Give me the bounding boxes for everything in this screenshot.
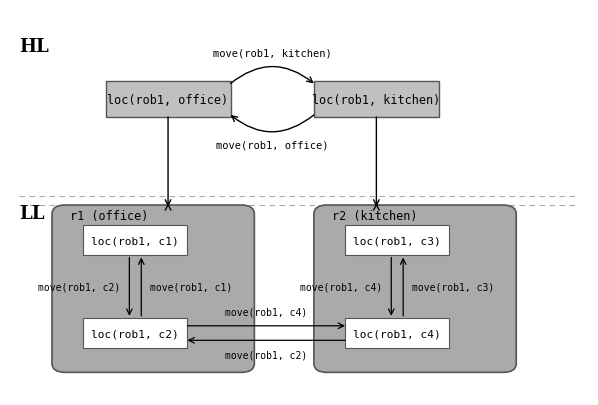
Text: LL: LL bbox=[19, 205, 45, 222]
FancyBboxPatch shape bbox=[314, 205, 516, 373]
FancyBboxPatch shape bbox=[314, 82, 439, 117]
Text: loc(rob1, c4): loc(rob1, c4) bbox=[353, 328, 441, 338]
FancyBboxPatch shape bbox=[345, 226, 449, 256]
Text: r2 (kitchen): r2 (kitchen) bbox=[332, 209, 417, 222]
Text: loc(rob1, c2): loc(rob1, c2) bbox=[91, 328, 179, 338]
Text: move(rob1, c4): move(rob1, c4) bbox=[225, 307, 307, 317]
FancyBboxPatch shape bbox=[345, 318, 449, 348]
Text: move(rob1, c3): move(rob1, c3) bbox=[412, 282, 495, 292]
FancyBboxPatch shape bbox=[106, 82, 231, 117]
Text: move(rob1, c2): move(rob1, c2) bbox=[38, 282, 120, 292]
Text: loc(rob1, office): loc(rob1, office) bbox=[108, 94, 228, 107]
Text: move(rob1, kitchen): move(rob1, kitchen) bbox=[213, 48, 331, 58]
FancyBboxPatch shape bbox=[83, 318, 187, 348]
Text: move(rob1, c2): move(rob1, c2) bbox=[225, 350, 307, 359]
Text: move(rob1, c1): move(rob1, c1) bbox=[150, 282, 233, 292]
Text: move(rob1, c4): move(rob1, c4) bbox=[300, 282, 382, 292]
Text: loc(rob1, c1): loc(rob1, c1) bbox=[91, 236, 179, 246]
FancyBboxPatch shape bbox=[83, 226, 187, 256]
Text: HL: HL bbox=[19, 38, 49, 55]
Text: move(rob1, office): move(rob1, office) bbox=[216, 140, 328, 150]
FancyBboxPatch shape bbox=[52, 205, 254, 373]
Text: loc(rob1, c3): loc(rob1, c3) bbox=[353, 236, 441, 246]
Text: r1 (office): r1 (office) bbox=[70, 209, 148, 222]
Text: loc(rob1, kitchen): loc(rob1, kitchen) bbox=[312, 94, 441, 107]
